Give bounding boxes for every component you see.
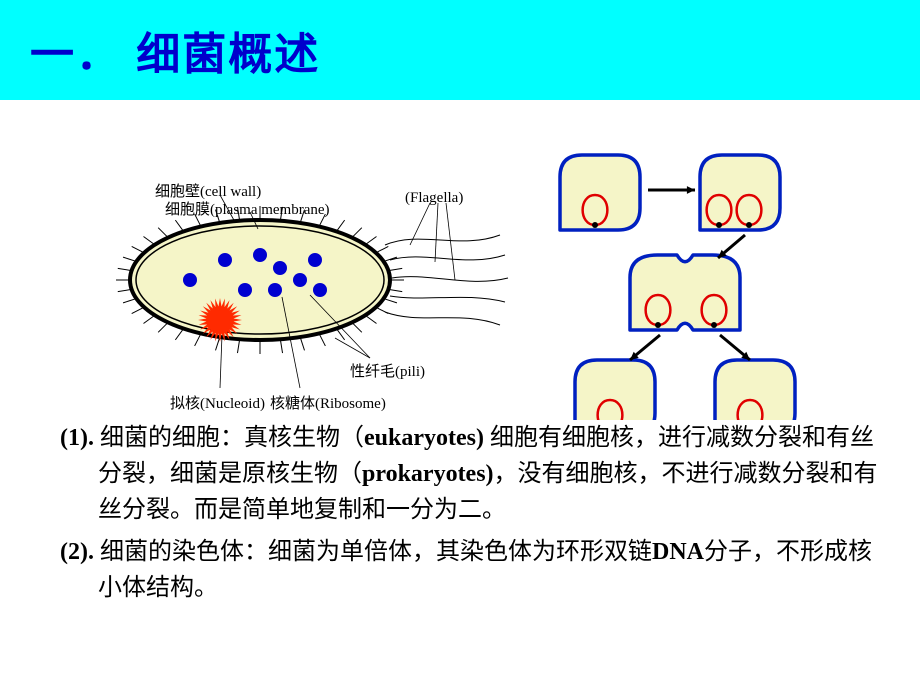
title-bar: 一． 细菌概述 xyxy=(0,0,920,100)
p2-dna: DNA xyxy=(652,539,704,565)
p2-a: 细菌的染色体：细菌为单倍体，其染色体为环形双链 xyxy=(100,539,652,565)
label-ribosome: 核糖体(Ribosome) xyxy=(270,392,386,413)
p2-index: (2). xyxy=(60,539,100,565)
p1-prokaryotes: prokaryotes) xyxy=(362,461,494,487)
paragraph-2: (2). 细菌的染色体：细菌为单倍体，其染色体为环形双链DNA分子，不形成核小体… xyxy=(60,534,880,606)
label-pili: 性纤毛(pili) xyxy=(350,360,425,381)
paragraph-1: (1). 细菌的细胞：真核生物（eukaryotes) 细胞有细胞核，进行减数分… xyxy=(60,420,880,528)
label-flagella: (Flagella) xyxy=(405,190,463,207)
p1-a: 细菌的细胞：真核生物（ xyxy=(100,425,364,451)
p1-index: (1). xyxy=(60,425,100,451)
label-nucleoid: 拟核(Nucleoid) xyxy=(170,392,265,413)
body-text: (1). 细菌的细胞：真核生物（eukaryotes) 细胞有细胞核，进行减数分… xyxy=(0,420,920,606)
page-title: 一． 细菌概述 xyxy=(30,18,320,82)
p1-eukaryotes: eukaryotes) xyxy=(364,425,484,451)
diagram-area: 细胞壁(cell wall) 细胞膜(plasma membrane) (Fla… xyxy=(0,100,920,420)
label-plasma-membrane: 细胞膜(plasma membrane) xyxy=(165,198,330,219)
